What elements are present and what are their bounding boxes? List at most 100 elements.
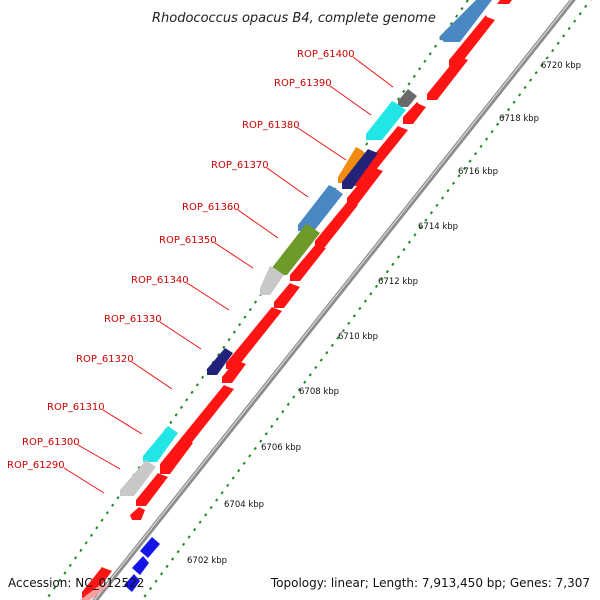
scale-dot xyxy=(457,174,461,178)
gene-arrow[interactable] xyxy=(274,283,300,308)
scale-dot xyxy=(297,387,301,392)
axis-dot xyxy=(179,405,184,410)
gene-label-rop-61350[interactable]: ROP_61350 xyxy=(159,235,217,246)
axis-dot xyxy=(396,97,401,101)
gene-block-cyan[interactable] xyxy=(366,101,406,140)
scale-dot xyxy=(479,144,483,149)
gene-block-lightgrey[interactable] xyxy=(120,460,156,496)
scale-dot xyxy=(352,314,356,318)
scale-dot xyxy=(159,572,164,576)
scale-dot xyxy=(259,439,263,443)
gene-label-rop-61370[interactable]: ROP_61370 xyxy=(211,160,269,171)
scale-dot xyxy=(347,321,351,325)
gene-block-blue[interactable] xyxy=(132,556,149,575)
gene-arrow[interactable] xyxy=(226,307,282,369)
scale-dot xyxy=(198,520,202,524)
gene-arrow[interactable] xyxy=(353,126,408,186)
dna-backbone xyxy=(92,0,576,600)
scale-dot xyxy=(578,12,582,16)
scale-dot xyxy=(319,358,323,362)
gene-label-rop-61360[interactable]: ROP_61360 xyxy=(182,202,240,213)
scale-dot xyxy=(374,284,378,289)
scale-dot xyxy=(148,586,153,591)
scale-dot xyxy=(562,34,566,38)
scale-dot xyxy=(418,225,423,230)
gene-label-rop-61330[interactable]: ROP_61330 xyxy=(104,314,162,325)
gene-arrow[interactable] xyxy=(403,102,426,124)
scale-dot xyxy=(215,498,219,502)
gene-block-olive[interactable] xyxy=(271,224,320,275)
axis-dot xyxy=(253,300,258,304)
scale-dot xyxy=(396,255,401,259)
genome-title: Rhodococcus opacus B4, complete genome xyxy=(152,11,436,26)
scale-label-6714: 6714 kbp xyxy=(418,222,458,232)
scale-label-6712: 6712 kbp xyxy=(378,277,418,287)
axis-dot xyxy=(428,52,432,56)
axis-dot xyxy=(79,548,83,553)
gene-block-navy[interactable] xyxy=(207,348,233,375)
gene-arrow[interactable] xyxy=(160,439,193,474)
gene-block-orange[interactable] xyxy=(338,147,369,183)
gene-label-rop-61340[interactable]: ROP_61340 xyxy=(131,275,189,286)
gene-block-navy[interactable] xyxy=(342,149,378,189)
gene-arrow[interactable] xyxy=(222,360,246,383)
scale-dot xyxy=(154,579,158,583)
scale-dot xyxy=(468,159,472,163)
axis-dot xyxy=(238,323,242,327)
gene-block-lightgrey[interactable] xyxy=(260,266,284,295)
axis-dot xyxy=(111,503,115,507)
scale-dot xyxy=(402,247,406,252)
scale-dot xyxy=(501,115,505,119)
scale-dot xyxy=(512,100,516,104)
gene-arrow[interactable] xyxy=(449,15,495,66)
axis-dot xyxy=(52,586,56,590)
scale-dot xyxy=(529,78,533,82)
gene-arrow[interactable] xyxy=(290,244,326,281)
gene-arrow[interactable] xyxy=(130,507,145,520)
gene-arrow[interactable] xyxy=(497,0,512,4)
scale-dot xyxy=(292,395,296,399)
scale-dot xyxy=(567,26,571,31)
gene-arrow[interactable] xyxy=(315,201,358,247)
gene-label-rop-61400[interactable]: ROP_61400 xyxy=(297,49,355,60)
scale-dot xyxy=(473,152,478,156)
scale-dot xyxy=(275,417,279,421)
axis-dot xyxy=(100,518,104,522)
gene-block-blue[interactable] xyxy=(140,537,160,558)
scale-dot xyxy=(341,328,345,333)
axis-dot xyxy=(95,526,99,530)
gene-label-rop-61290[interactable]: ROP_61290 xyxy=(7,460,65,471)
scale-dot xyxy=(363,299,367,303)
axis-dot xyxy=(460,6,464,11)
gene-block-cyan[interactable] xyxy=(143,426,178,462)
gene-arrow[interactable] xyxy=(427,56,468,100)
gene-label-rop-61390[interactable]: ROP_61390 xyxy=(274,78,332,89)
topology-text: Topology: linear; Length: 7,913,450 bp; … xyxy=(270,576,590,590)
gene-label-rop-61300[interactable]: ROP_61300 xyxy=(22,437,80,448)
gene-label-rop-61320[interactable]: ROP_61320 xyxy=(76,354,134,365)
scale-dot xyxy=(330,343,334,348)
gene-block-steelblue[interactable] xyxy=(439,0,492,42)
axis-dot xyxy=(58,578,62,583)
scale-dot xyxy=(435,203,439,208)
scale-label-6706: 6706 kbp xyxy=(261,443,301,453)
gene-label-rop-61310[interactable]: ROP_61310 xyxy=(47,402,105,413)
gene-block-steelblue[interactable] xyxy=(298,185,343,231)
gene-arrow[interactable] xyxy=(347,167,383,205)
gene-label-rop-61380[interactable]: ROP_61380 xyxy=(242,120,300,131)
scale-dot xyxy=(358,306,362,311)
axis-dot xyxy=(423,59,427,63)
scale-dot xyxy=(264,432,268,436)
scale-dot xyxy=(523,85,527,90)
scale-dot xyxy=(286,402,290,406)
scale-dot xyxy=(193,527,197,532)
axis-dot xyxy=(407,82,411,86)
gene-arrow[interactable] xyxy=(82,567,112,598)
scale-dot xyxy=(369,292,373,296)
gene-arrow[interactable] xyxy=(136,473,168,506)
scale-dot xyxy=(496,122,500,126)
gene-block-blue[interactable] xyxy=(124,574,140,592)
gene-block-grey[interactable] xyxy=(398,89,417,107)
scale-dot xyxy=(446,188,450,193)
